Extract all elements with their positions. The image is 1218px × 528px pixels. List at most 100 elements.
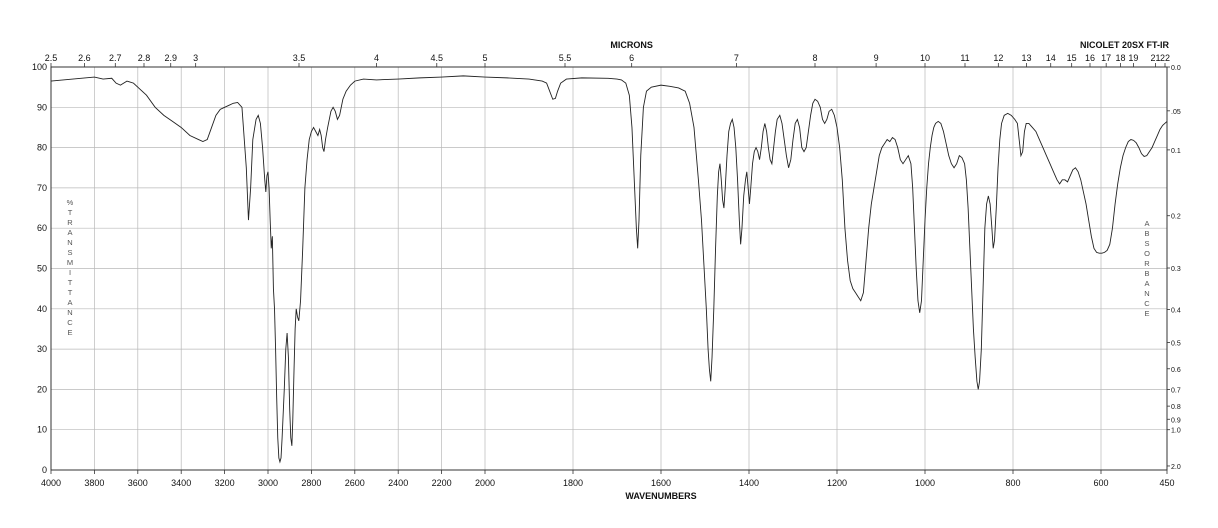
- y-label-letter: E: [67, 328, 72, 337]
- y-label-letter: %: [67, 198, 74, 207]
- y-label-letter: C: [67, 318, 73, 327]
- y-label-letter: N: [67, 238, 72, 247]
- micron-tick-label: 12: [993, 53, 1003, 63]
- abs-label-letter: B: [1144, 229, 1149, 238]
- micron-axis: 2.5 2.6 2.7 2.8 2.9 3 3.5 4 4.5 5 5.5 6 7 8 9 10 11 12 13 1…: [45, 53, 1170, 67]
- x-tick-label: 450: [1159, 478, 1174, 488]
- micron-tick-label: 8: [812, 53, 817, 63]
- abs-tick-label: .05: [1171, 109, 1181, 116]
- micron-tick-label: 3.5: [293, 53, 306, 63]
- abs-label-letter: R: [1144, 259, 1150, 268]
- abs-tick-label: 2.0: [1171, 464, 1181, 471]
- abs-tick-label: 0.2: [1171, 214, 1181, 221]
- abs-label-letter: E: [1144, 309, 1149, 318]
- abs-label-letter: A: [1144, 219, 1149, 228]
- plot-frame: [50, 66, 1168, 471]
- abs-tick-label: 0.7: [1171, 388, 1181, 395]
- abs-label-letter: O: [1144, 249, 1150, 258]
- x-tick-label: 1200: [827, 478, 847, 488]
- micron-tick-label: 6: [629, 53, 634, 63]
- micron-tick-label: 5: [482, 53, 487, 63]
- y-label-letter: T: [68, 208, 73, 217]
- x-tick-label: 2000: [475, 478, 495, 488]
- micron-tick-label: 4: [374, 53, 379, 63]
- x-axis-label: WAVENUMBERS: [625, 491, 696, 501]
- micron-tick-label: 19: [1128, 53, 1138, 63]
- micron-tick-label: 17: [1101, 53, 1111, 63]
- micron-tick-label: 18: [1116, 53, 1126, 63]
- micron-tick-label: 2.5: [45, 53, 58, 63]
- micron-tick-label: 2.8: [138, 53, 151, 63]
- x-tick-label: 3000: [258, 478, 278, 488]
- grid: [50, 66, 1168, 471]
- micron-tick-label: 11: [960, 53, 969, 63]
- wavenumber-axis: 4000 3800 3600 3400 3200 3000 2800 2600 2400 2200…: [41, 470, 1175, 488]
- y-label-letter: N: [67, 308, 72, 317]
- y-label-letter: A: [67, 228, 72, 237]
- abs-tick-label: 0.3: [1171, 266, 1181, 273]
- x-tick-label: 1000: [915, 478, 935, 488]
- abs-tick-label: 0.9: [1171, 417, 1181, 424]
- y-label-letter: A: [67, 298, 72, 307]
- y-label-letter: T: [68, 288, 73, 297]
- abs-label-letter: B: [1144, 269, 1149, 278]
- y-label-letter: M: [67, 258, 73, 267]
- micron-tick-label: 21: [1150, 53, 1160, 63]
- abs-tick-label: 0.8: [1171, 404, 1181, 411]
- abs-label-letter: N: [1144, 289, 1149, 298]
- y-tick-label: 100: [32, 62, 47, 72]
- micron-tick-label: 22: [1160, 53, 1170, 63]
- micron-tick-label: 15: [1067, 53, 1077, 63]
- micron-tick-label: 2.7: [109, 53, 122, 63]
- x-tick-label: 3600: [128, 478, 148, 488]
- micron-tick-label: 3: [193, 53, 198, 63]
- x-tick-label: 1400: [739, 478, 759, 488]
- y-label-letter: R: [67, 218, 73, 227]
- y-label-letter: T: [68, 278, 73, 287]
- abs-label-letter: S: [1144, 239, 1149, 248]
- abs-tick-label: 0.1: [1171, 148, 1181, 155]
- x-tick-label: 2800: [301, 478, 321, 488]
- instrument-title: NICOLET 20SX FT-IR: [1080, 40, 1170, 50]
- x-tick-label: 2600: [345, 478, 365, 488]
- abs-label-letter: C: [1144, 299, 1150, 308]
- spectrum-line: [50, 75, 1168, 464]
- abs-tick-label: 0.0: [1171, 65, 1181, 72]
- abs-label-letter: A: [1144, 279, 1149, 288]
- x-tick-label: 3800: [84, 478, 104, 488]
- x-tick-label: 1800: [563, 478, 583, 488]
- y-tick-label: 80: [37, 143, 47, 153]
- abs-tick-label: 0.4: [1171, 308, 1181, 315]
- y-tick-label: 0: [42, 465, 47, 475]
- x-tick-label: 4000: [41, 478, 61, 488]
- micron-tick-label: 13: [1022, 53, 1032, 63]
- y-tick-label: 90: [37, 102, 47, 112]
- absorbance-axis: 0.0 .05 0.1 0.2 0.3 0.4 0.5 0.6 0.7 0.8 0.9 1.0 2.0: [1167, 65, 1181, 471]
- abs-tick-label: 0.5: [1171, 341, 1181, 348]
- x-tick-label: 2200: [432, 478, 452, 488]
- y-tick-label: 50: [37, 264, 47, 274]
- micron-tick-label: 9: [874, 53, 879, 63]
- y-label-letter: I: [69, 268, 71, 277]
- micron-tick-label: 16: [1085, 53, 1095, 63]
- x-tick-label: 1600: [651, 478, 671, 488]
- x-tick-label: 600: [1093, 478, 1108, 488]
- y-label-letter: S: [67, 248, 72, 257]
- micron-tick-label: 2.9: [164, 53, 177, 63]
- microns-title: MICRONS: [610, 40, 653, 50]
- y-tick-label: 70: [37, 183, 47, 193]
- micron-tick-label: 2.6: [78, 53, 91, 63]
- abs-tick-label: 1.0: [1171, 428, 1181, 435]
- micron-tick-label: 5.5: [559, 53, 572, 63]
- micron-tick-label: 10: [920, 53, 930, 63]
- x-tick-label: 3400: [171, 478, 191, 488]
- micron-tick-label: 4.5: [431, 53, 444, 63]
- y-tick-label: 30: [37, 344, 47, 354]
- micron-tick-label: 7: [734, 53, 739, 63]
- x-tick-label: 800: [1005, 478, 1020, 488]
- y-tick-label: 10: [37, 425, 47, 435]
- transmittance-axis: 0 10 20 30 40 50 60 70 80 90 100: [32, 62, 47, 475]
- abs-tick-label: 0.6: [1171, 367, 1181, 374]
